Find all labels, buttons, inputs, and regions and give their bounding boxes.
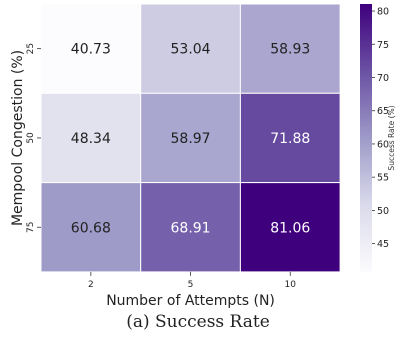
cell-value-label: 53.04	[171, 42, 211, 58]
colorbar-tick-label: 70	[377, 73, 389, 84]
y-axis-label: Mempool Congestion (%)	[10, 50, 26, 226]
heatmap-cell-r1-c0	[40, 92, 142, 184]
colorbar-tick-label: 80	[377, 7, 389, 18]
heatmap-cell-r2-c1	[140, 182, 241, 273]
figure-caption: (a) Success Rate	[126, 312, 270, 332]
x-axis-label: Number of Attempts (N)	[106, 293, 275, 309]
colorbar	[360, 4, 372, 272]
cell-value-label: 58.93	[270, 42, 310, 58]
cell-value-label: 71.88	[270, 131, 310, 147]
cell-value-label: 58.97	[171, 131, 211, 147]
colorbar-tick-label: 75	[377, 40, 389, 51]
colorbar-tick-label: 50	[377, 206, 389, 217]
x-tick-label: 5	[188, 280, 194, 290]
colorbar-tick-label: 65	[377, 106, 389, 117]
cell-value-label: 60.68	[71, 220, 111, 236]
colorbar-tick-label: 55	[377, 173, 389, 184]
colorbar-tick-label: 45	[377, 239, 389, 250]
heatmap-cell-r0-c2	[239, 3, 341, 94]
heatmap-cell-r1-c1	[140, 92, 241, 184]
cell-value-label: 81.06	[270, 220, 310, 236]
y-tick-label: 25	[26, 43, 36, 54]
x-tick-label: 2	[88, 280, 94, 290]
y-tick-label: 50	[26, 132, 36, 144]
heatmap-cell-r0-c0	[40, 3, 142, 94]
cell-value-label: 68.91	[171, 220, 211, 236]
y-tick-label: 75	[26, 222, 36, 233]
cell-value-label: 40.73	[71, 42, 111, 58]
heatmap-cell-r1-c2	[239, 92, 341, 184]
colorbar-tick-label: 60	[377, 139, 389, 150]
heatmap-cell-r0-c1	[140, 3, 241, 94]
cell-value-label: 48.34	[71, 131, 111, 147]
x-tick-label: 10	[285, 280, 297, 290]
colorbar-label: Success Rate (%)	[387, 105, 396, 170]
